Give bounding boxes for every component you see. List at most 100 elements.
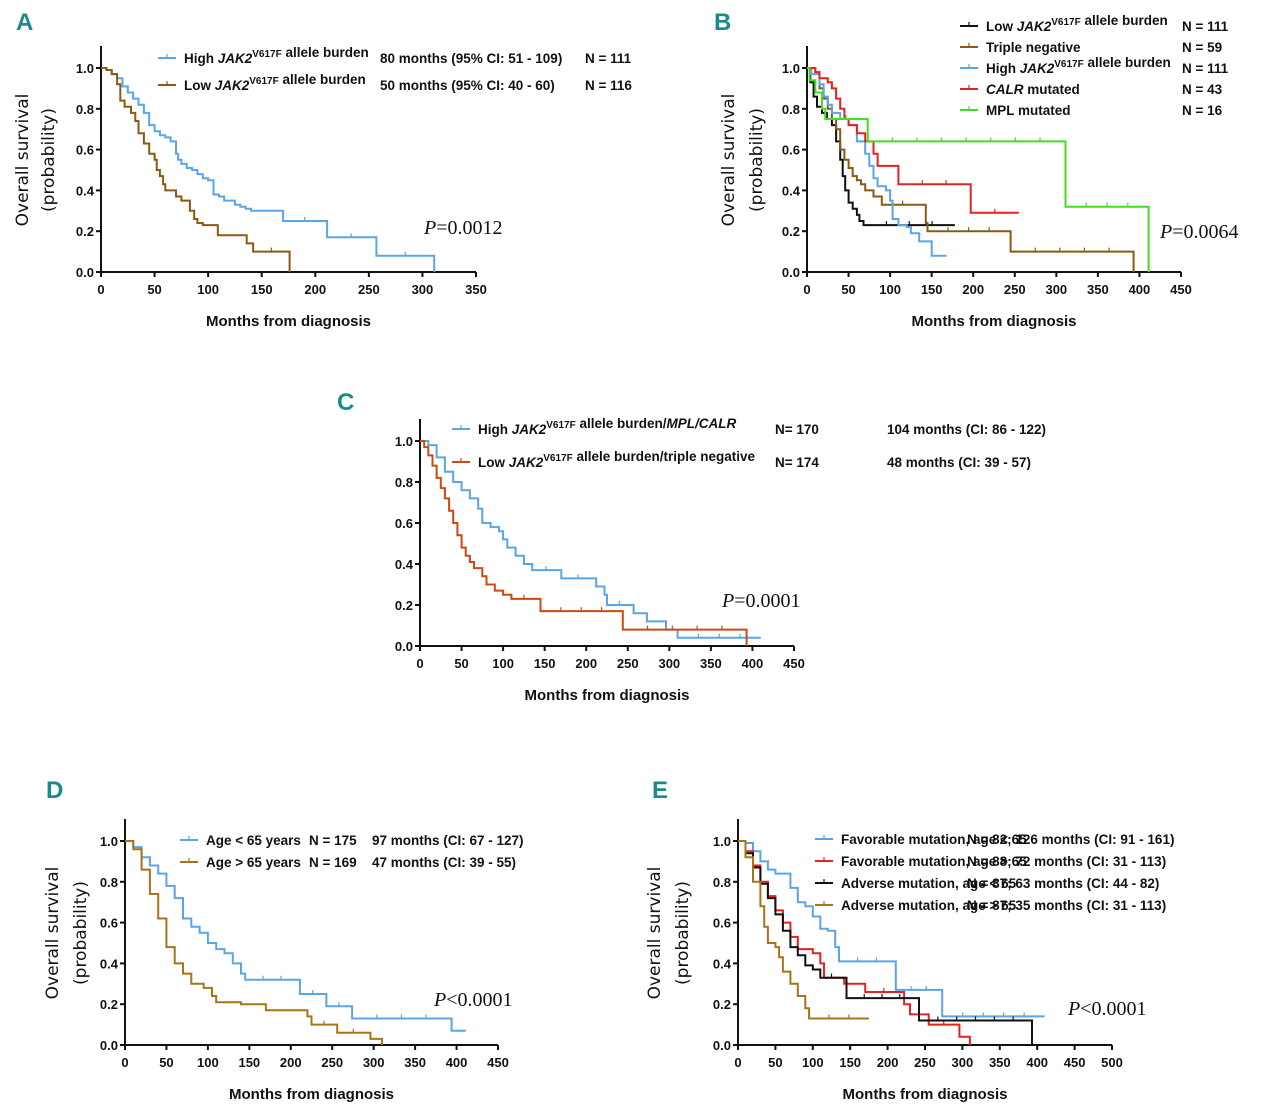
legend-n: N = 111 — [1182, 19, 1229, 34]
x-tick-label: 400 — [1129, 282, 1151, 297]
y-tick-label: 0.4 — [713, 956, 732, 971]
x-tick-label: 50 — [147, 282, 161, 297]
legend-label: CALR mutated — [986, 82, 1080, 97]
legend-n: N = 111 — [585, 51, 632, 66]
legend-label: Favorable mutation, age < 65 — [841, 832, 1027, 847]
x-tick-label: 0 — [803, 282, 810, 297]
y-tick-label: 0.2 — [76, 224, 94, 239]
x-tick-label: 250 — [1004, 282, 1026, 297]
legend-n: N = 16 — [1182, 103, 1223, 118]
x-tick-label: 350 — [700, 656, 722, 671]
legend-n: N = 111 — [1182, 61, 1229, 76]
legend-label: MPL mutated — [986, 103, 1071, 118]
legend-stats: 104 months (CI: 86 - 122) — [887, 422, 1046, 437]
x-tick-label: 200 — [962, 282, 984, 297]
x-axis-title: Months from diagnosis — [206, 313, 371, 330]
p-value: P=0.0001 — [721, 590, 801, 612]
x-tick-label: 150 — [238, 1055, 260, 1070]
y-tick-label: 1.0 — [782, 61, 800, 76]
panel-letter: B — [714, 9, 731, 36]
p-value: P=0.0064 — [1159, 221, 1239, 243]
legend-n: N = 175 — [309, 833, 357, 848]
y-tick-label: 1.0 — [76, 61, 94, 76]
legend-n: N = 43 — [1182, 82, 1223, 97]
y-axis-title: Overall survival — [645, 867, 665, 1000]
x-tick-label: 300 — [363, 1055, 385, 1070]
y-tick-label: 0.0 — [713, 1038, 731, 1053]
x-tick-label: 50 — [768, 1055, 782, 1070]
survival-curve-1 — [420, 440, 761, 639]
legend-n: N= 170 — [775, 422, 819, 437]
y-tick-label: 1.0 — [100, 834, 118, 849]
x-tick-label: 350 — [1087, 282, 1109, 297]
panel-e: E 0.0 0.2 0.4 0.6 0.8 1.0 0 50 100 150 200 250 300 350… — [645, 777, 1174, 1103]
x-axis-title: Months from diagnosis — [229, 1086, 394, 1103]
x-tick-label: 450 — [783, 656, 805, 671]
x-tick-label: 350 — [989, 1055, 1011, 1070]
x-tick-label: 0 — [97, 282, 104, 297]
panel-c: C 0.0 0.2 0.4 0.6 0.8 1.0 0 50 100 150 200 250 300 350… — [337, 389, 1046, 704]
x-tick-label: 250 — [617, 656, 639, 671]
survival-curve-1 — [125, 840, 466, 1032]
legend-label: High JAK2V617F allele burden — [184, 45, 369, 66]
y-tick-label: 0.0 — [782, 265, 800, 280]
x-tick-label: 250 — [914, 1055, 936, 1070]
survival-curve-5 — [807, 67, 1150, 272]
x-tick-label: 100 — [879, 282, 901, 297]
legend-stats: 48 months (CI: 39 - 57) — [887, 455, 1031, 470]
legend-label: Age < 65 years — [206, 833, 301, 848]
y-tick-label: 0.6 — [100, 916, 118, 931]
y-tick-label: 0.2 — [100, 997, 118, 1012]
y-tick-label: 0.6 — [713, 916, 731, 931]
panel-letter: D — [46, 777, 63, 804]
legend-label: Adverse mutation, age < 65 — [841, 876, 1017, 891]
survival-curve-2 — [420, 440, 748, 646]
y-tick-label: 0.8 — [395, 475, 413, 490]
panel-letter: A — [16, 9, 33, 36]
y-tick-label: 0.6 — [395, 516, 413, 531]
y-tick-label: 1.0 — [713, 834, 731, 849]
x-tick-label: 300 — [1045, 282, 1067, 297]
x-tick-label: 250 — [358, 282, 380, 297]
x-tick-label: 150 — [534, 656, 556, 671]
x-tick-label: 0 — [416, 656, 423, 671]
survival-curve-2 — [125, 840, 383, 1045]
legend-n: N = 116 — [585, 78, 632, 93]
panel-b: B 0.0 0.2 0.4 0.6 0.8 1.0 0 50 100 150 200 250 300 350… — [714, 9, 1239, 330]
y-tick-label: 0.2 — [782, 224, 800, 239]
p-value: P=0.0012 — [423, 217, 503, 239]
legend-label: Low JAK2V617F allele burden — [184, 72, 366, 93]
y-tick-label: 0.2 — [395, 598, 413, 613]
legend-label: Triple negative — [986, 40, 1081, 55]
y-axis-title: Overall survival — [43, 867, 63, 1000]
x-tick-label: 0 — [121, 1055, 128, 1070]
legend-label: High JAK2V617F allele burden — [986, 55, 1171, 76]
x-tick-label: 200 — [575, 656, 597, 671]
x-tick-label: 150 — [921, 282, 943, 297]
y-tick-label: 0.0 — [100, 1038, 118, 1053]
x-tick-label: 100 — [197, 282, 219, 297]
panel-d: D 0.0 0.2 0.4 0.6 0.8 1.0 0 50 100 150 200 250 300 350… — [43, 777, 524, 1103]
y-tick-label: 0.6 — [76, 143, 94, 158]
y-axis-title: Overall survival — [13, 94, 33, 227]
y-tick-label: 0.0 — [76, 265, 94, 280]
x-tick-label: 300 — [658, 656, 680, 671]
y-tick-label: 0.4 — [395, 557, 414, 572]
y-tick-label: 0.6 — [782, 143, 800, 158]
survival-curve-4 — [738, 840, 869, 1020]
y-tick-label: 0.8 — [782, 102, 800, 117]
x-axis-title: Months from diagnosis — [912, 313, 1077, 330]
legend-stats: 50 months (95% CI: 40 - 60) — [380, 78, 555, 93]
y-axis-title: (probability) — [39, 108, 59, 212]
survival-curve-3 — [738, 840, 1033, 1045]
x-tick-label: 500 — [1101, 1055, 1123, 1070]
x-tick-label: 150 — [251, 282, 273, 297]
x-tick-label: 200 — [304, 282, 326, 297]
y-tick-label: 0.0 — [395, 639, 413, 654]
legend-stats: N = 87; 35 months (CI: 31 - 113) — [967, 898, 1166, 913]
y-tick-label: 0.4 — [782, 183, 801, 198]
x-tick-label: 100 — [802, 1055, 824, 1070]
legend-stats: N = 88; 72 months (CI: 31 - 113) — [967, 854, 1166, 869]
x-tick-label: 450 — [487, 1055, 509, 1070]
